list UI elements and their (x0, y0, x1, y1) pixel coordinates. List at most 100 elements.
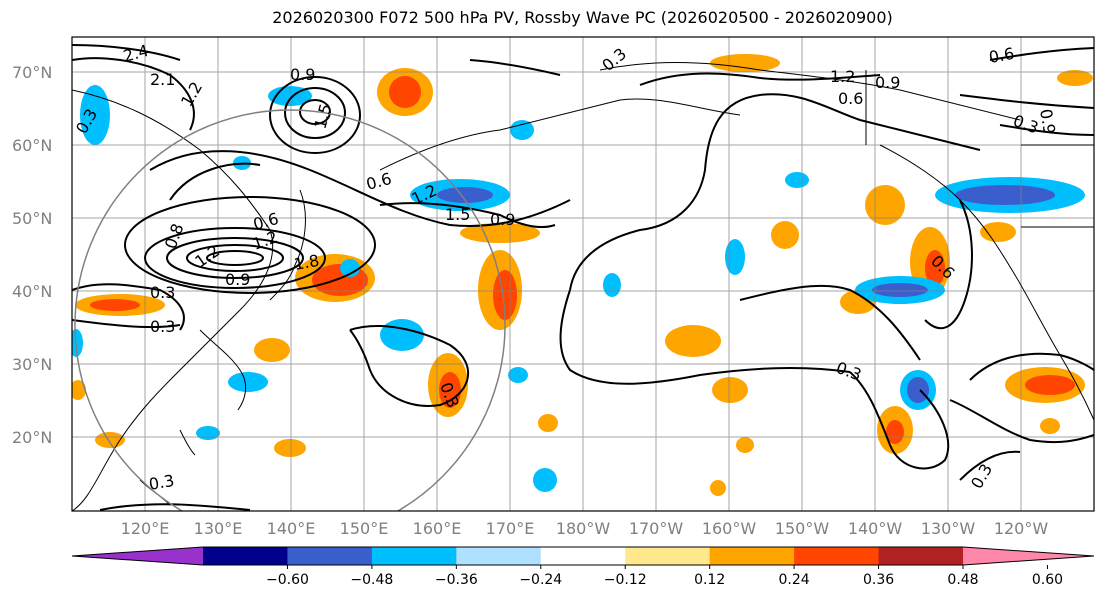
neg-anomaly (785, 172, 809, 188)
contour-label: 2.1 (150, 70, 175, 89)
lon-label: 130°W (921, 519, 976, 538)
neg-anomaly (228, 372, 268, 392)
graticule (72, 37, 1094, 511)
neg-anomaly (510, 120, 534, 140)
pos-anomaly (460, 223, 540, 243)
reference-circle (74, 109, 506, 511)
colorbar-extend-high (963, 547, 1094, 565)
pos-anomaly (90, 299, 140, 311)
neg-anomaly (196, 426, 220, 440)
neg-anomaly (907, 377, 929, 403)
colorbar-bin (625, 547, 711, 565)
colorbar: −0.60 −0.48 −0.36 −0.24 −0.12 0.12 0.24 0.36 0.4… (71, 546, 1095, 588)
pos-anomaly (980, 222, 1016, 242)
colorbar-tick-label: −0.48 (350, 572, 393, 588)
lon-label: 120°W (994, 519, 1049, 538)
lon-label: 170°E (486, 519, 535, 538)
colorbar-tick-label: −0.36 (435, 572, 478, 588)
lat-label: 40°N (12, 282, 52, 301)
colorbar-bin (709, 547, 795, 565)
contour-label: 0.6 (838, 89, 863, 108)
colorbar-outline (71, 546, 1095, 566)
colorbar-tick-label: 0.36 (863, 572, 894, 588)
neg-anomaly (533, 468, 557, 492)
colorbar-tick-label: 0.60 (1032, 572, 1063, 588)
pos-anomaly (710, 54, 780, 72)
colorbar-bin (203, 547, 288, 565)
colorbar-bin (371, 547, 457, 565)
colorbar-extend-low (72, 547, 203, 565)
contour-label: 0.9 (290, 65, 315, 84)
lon-label: 160°W (702, 519, 757, 538)
lat-label: 50°N (12, 209, 52, 228)
coastlines (72, 62, 1094, 511)
lon-label: 180°W (556, 519, 611, 538)
neg-anomaly (508, 367, 528, 383)
neg-anomaly (872, 283, 928, 297)
contour-label: 0.3 (150, 283, 175, 302)
contour-label: 1.8 (292, 251, 320, 274)
lon-label: 160°E (413, 519, 462, 538)
pos-anomaly (439, 372, 461, 408)
contour-label: 0.9 (1036, 107, 1059, 135)
longitude-axis: 120°E 130°E 140°E 150°E 160°E 170°E 180°… (121, 519, 1049, 538)
pos-anomaly (389, 76, 421, 108)
pos-anomaly (274, 439, 306, 457)
lat-label: 70°N (12, 63, 52, 82)
lon-label: 150°W (775, 519, 830, 538)
colorbar-tick-label: 0.48 (947, 572, 978, 588)
contour-label: 1.2 (830, 67, 855, 86)
contour-label: 1.5 (445, 205, 470, 224)
lat-label: 20°N (12, 428, 52, 447)
neg-anomaly (340, 259, 360, 277)
lat-label: 60°N (12, 136, 52, 155)
colorbar-bin (456, 547, 542, 565)
pos-anomaly (710, 480, 726, 496)
colorbar-tick-label: −0.12 (604, 572, 647, 588)
pos-anomaly (865, 185, 905, 225)
contour-label: 0.9 (490, 210, 515, 229)
contour-label: 0.9 (875, 73, 900, 92)
neg-anomaly (437, 187, 493, 203)
neg-anomaly (955, 185, 1055, 205)
pos-anomaly (665, 325, 721, 357)
pos-anomaly (925, 250, 945, 286)
pos-anomaly (254, 338, 290, 362)
contour-label: 0.3 (150, 317, 175, 336)
lon-label: 120°E (121, 519, 170, 538)
latitude-axis: 70°N 60°N 50°N 40°N 30°N 20°N (12, 63, 52, 447)
lat-label: 30°N (12, 355, 52, 374)
contour-label: 0.6 (987, 44, 1015, 67)
lon-label: 150°E (340, 519, 389, 538)
lon-label: 130°E (194, 519, 243, 538)
colorbar-bin (287, 547, 373, 565)
colorbar-tick-label: −0.60 (266, 572, 309, 588)
pos-anomaly (1040, 418, 1060, 434)
pos-anomaly (538, 414, 558, 432)
pos-anomaly (771, 221, 799, 249)
pos-anomaly (1057, 70, 1093, 86)
lon-label: 140°W (848, 519, 903, 538)
pos-anomaly (712, 377, 748, 403)
lon-label: 170°W (629, 519, 684, 538)
chart-title: 2026020300 F072 500 hPa PV, Rossby Wave … (272, 8, 893, 27)
neg-anomaly (603, 273, 621, 297)
neg-anomaly (80, 85, 110, 145)
contour-label: 0.3 (147, 471, 175, 494)
colorbar-tick-label: 0.24 (779, 572, 810, 588)
contour-label: 0.9 (225, 270, 250, 289)
pos-anomaly (72, 380, 86, 400)
lon-label: 140°E (267, 519, 316, 538)
neg-anomaly (380, 319, 424, 351)
neg-anomaly (725, 239, 745, 275)
pv-contours (72, 44, 1094, 511)
colorbar-bin (794, 547, 880, 565)
colorbar-bin (540, 547, 626, 565)
colorbar-bin (878, 547, 964, 565)
colorbar-tick-label: 0.12 (694, 572, 725, 588)
colorbar-tick-label: −0.24 (519, 572, 562, 588)
pos-anomaly (886, 420, 904, 444)
pos-anomaly (1025, 375, 1075, 395)
map-frame (71, 36, 1095, 512)
